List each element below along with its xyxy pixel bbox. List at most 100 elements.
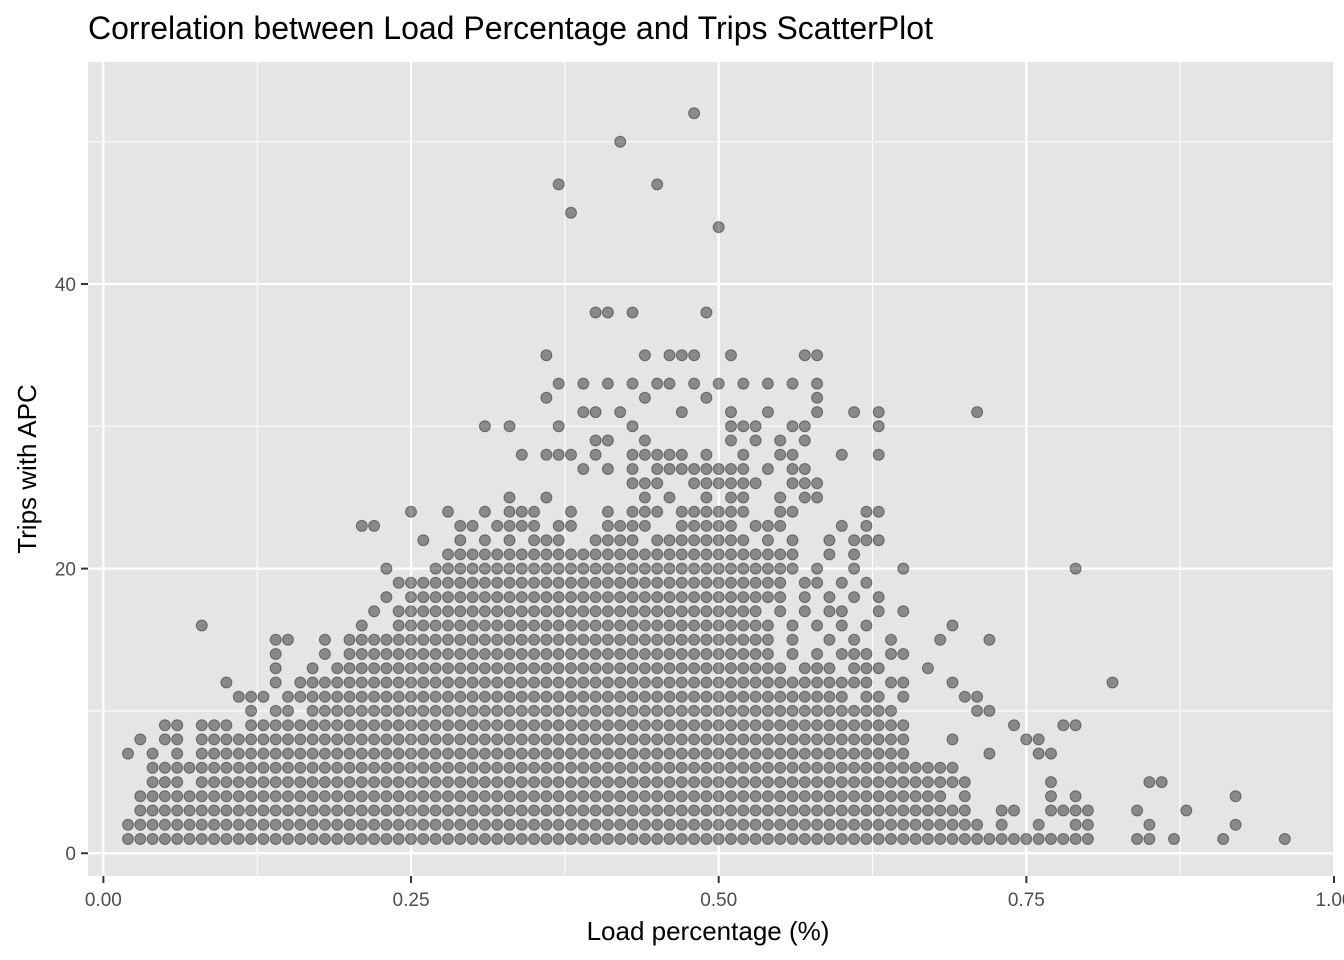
data-point: [872, 776, 885, 789]
data-point: [442, 633, 454, 646]
data-point: [343, 690, 356, 703]
data-point: [220, 761, 233, 774]
data-point: [540, 548, 553, 561]
data-point: [688, 818, 701, 831]
data-point: [725, 534, 737, 547]
data-point: [675, 648, 688, 660]
data-point: [380, 633, 393, 646]
data-point: [528, 818, 541, 831]
data-point: [712, 662, 725, 675]
data-point: [761, 833, 774, 845]
data-point: [232, 747, 245, 760]
data-point: [663, 605, 676, 618]
data-point: [478, 420, 491, 433]
data-point: [491, 619, 504, 632]
data-point: [540, 690, 553, 703]
data-point: [540, 704, 553, 717]
data-point: [245, 733, 258, 746]
data-point: [885, 747, 897, 760]
data-point: [306, 761, 319, 774]
data-point: [442, 662, 454, 675]
data-point: [835, 719, 848, 732]
data-point: [442, 690, 454, 703]
data-point: [491, 676, 504, 689]
data-point: [786, 463, 799, 475]
data-point: [601, 790, 614, 803]
data-point: [257, 719, 270, 732]
data-point: [921, 833, 934, 845]
data-point: [429, 662, 442, 675]
data-point: [589, 576, 602, 589]
data-point: [761, 747, 774, 760]
data-point: [220, 804, 233, 817]
y-tick-label: 20: [55, 560, 76, 581]
data-point: [700, 548, 713, 561]
x-axis: 0.00 0.25 0.50 0.75 1.00: [85, 876, 1344, 911]
data-point: [318, 776, 331, 789]
data-point: [663, 776, 676, 789]
data-point: [614, 648, 627, 660]
data-point: [368, 676, 381, 689]
data-point: [368, 733, 381, 746]
data-point: [220, 833, 233, 845]
data-point: [429, 818, 442, 831]
data-point: [208, 733, 221, 746]
data-point: [848, 747, 861, 760]
data-point: [663, 833, 676, 845]
data-point: [528, 676, 541, 689]
data-point: [442, 619, 454, 632]
data-point: [565, 519, 577, 532]
data-point: [1168, 833, 1180, 845]
data-point: [454, 719, 467, 732]
data-point: [552, 747, 565, 760]
data-point: [934, 761, 947, 774]
data-point: [688, 790, 701, 803]
data-point: [835, 733, 848, 746]
data-point: [663, 448, 676, 461]
data-point: [528, 576, 541, 589]
data-point: [515, 633, 528, 646]
data-point: [454, 690, 467, 703]
data-point: [466, 733, 479, 746]
minor-gridlines: [88, 62, 1334, 876]
data-point: [491, 833, 504, 845]
data-point: [651, 562, 664, 575]
data-point: [737, 833, 750, 845]
data-point: [897, 562, 910, 575]
data-point: [577, 833, 590, 845]
data-point: [1069, 790, 1082, 803]
data-point: [392, 833, 405, 845]
data-point: [245, 761, 258, 774]
data-point: [798, 804, 811, 817]
data-point: [343, 719, 356, 732]
data-point: [220, 747, 233, 760]
x-tick-label: 0.25: [393, 890, 430, 911]
data-point: [589, 548, 602, 561]
data-point: [921, 790, 934, 803]
data-point: [663, 662, 676, 675]
data-point: [749, 776, 762, 789]
data-point: [761, 733, 774, 746]
data-point: [872, 833, 885, 845]
data-point: [171, 719, 184, 732]
data-point: [220, 676, 233, 689]
data-point: [675, 690, 688, 703]
data-point: [491, 733, 504, 746]
data-point: [1020, 733, 1033, 746]
data-point: [565, 790, 577, 803]
data-point: [380, 747, 393, 760]
data-point: [417, 818, 430, 831]
data-point: [638, 519, 651, 532]
data-point: [392, 719, 405, 732]
data-point: [848, 648, 861, 660]
data-point: [601, 761, 614, 774]
data-point: [355, 818, 368, 831]
data-point: [478, 719, 491, 732]
data-point: [466, 605, 479, 618]
data-point: [331, 833, 344, 845]
data-point: [774, 690, 787, 703]
data-point: [294, 776, 307, 789]
data-point: [946, 761, 959, 774]
data-point: [405, 505, 417, 518]
data-point: [355, 676, 368, 689]
